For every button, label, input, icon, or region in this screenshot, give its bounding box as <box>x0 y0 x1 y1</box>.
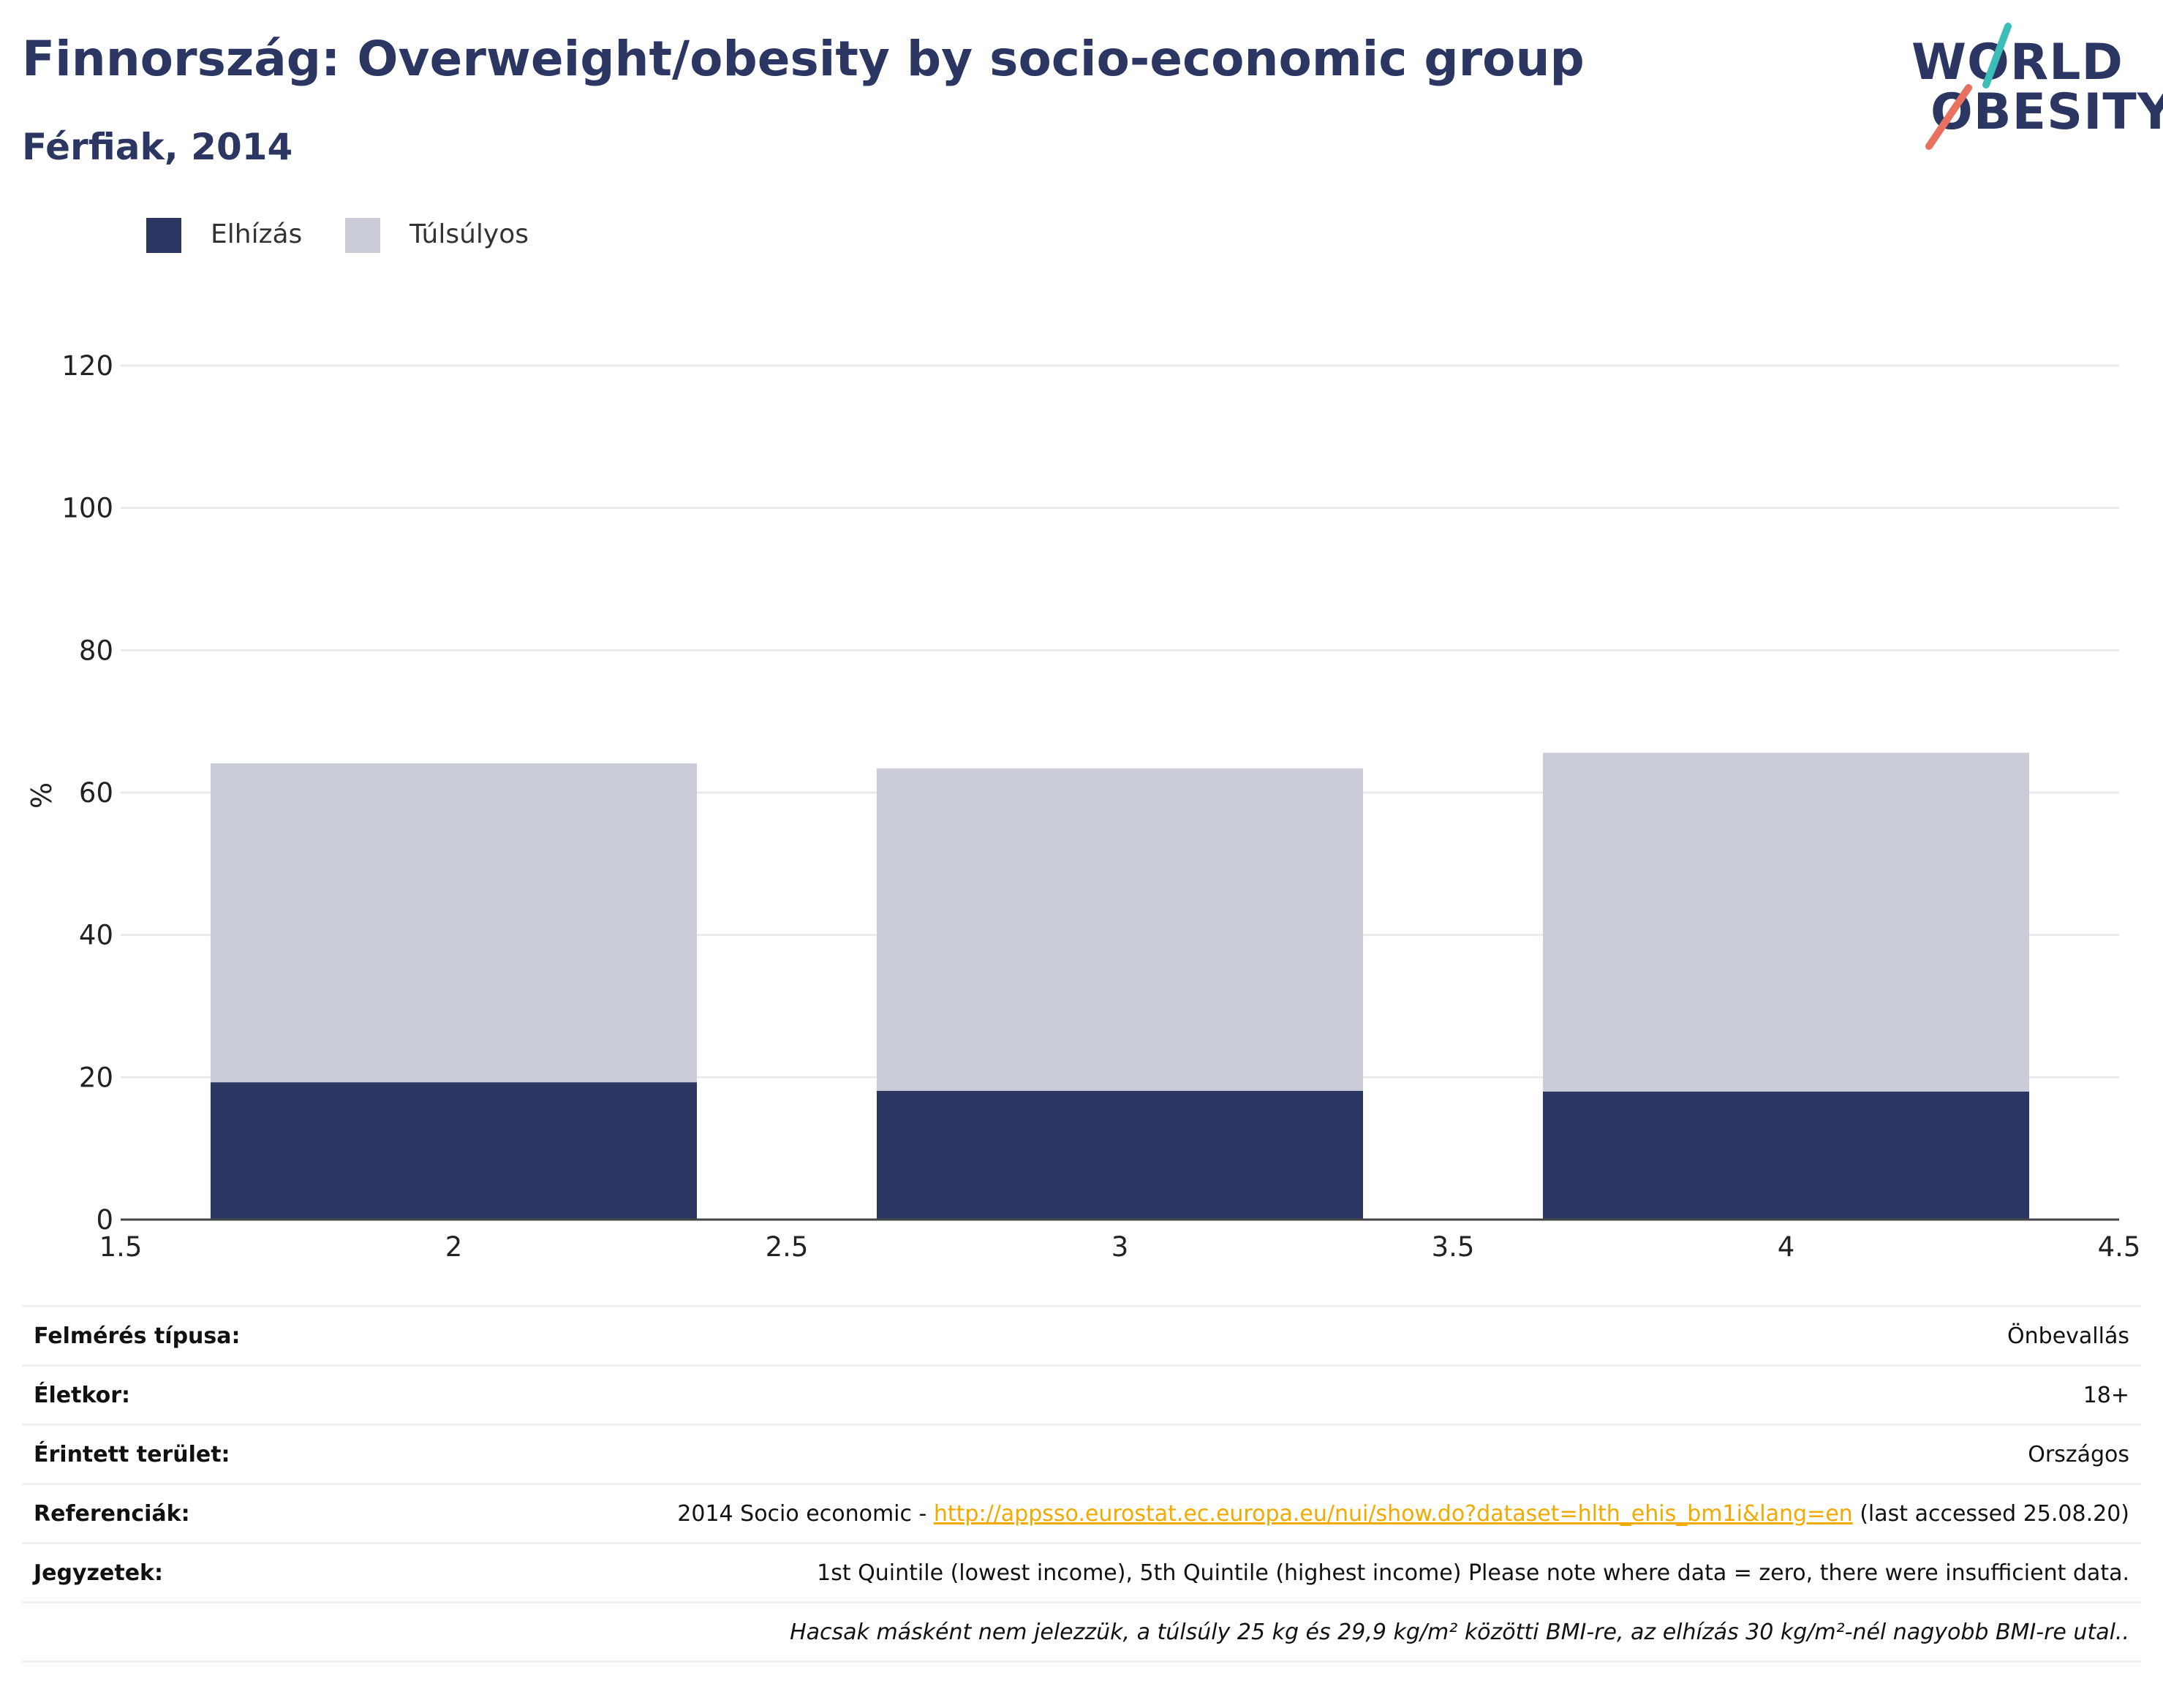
info-value: Országos <box>2028 1442 2129 1467</box>
info-value: 1st Quintile (lowest income), 5th Quinti… <box>817 1560 2129 1586</box>
world-obesity-logo: WORLD OBESITY <box>1901 18 2163 156</box>
logo-slash-icon <box>1925 23 2012 150</box>
info-label: Életkor: <box>34 1383 131 1408</box>
x-tick-label: 2 <box>445 1231 463 1263</box>
bar-tulsulyos[interactable] <box>1542 752 2030 1092</box>
y-tick-label: 60 <box>79 777 113 809</box>
logo-line-2: OBESITY <box>1930 83 2163 141</box>
bar-tulsulyos[interactable] <box>876 768 1364 1091</box>
x-tick-label: 4 <box>1778 1231 1795 1263</box>
x-tick-label: 1.5 <box>99 1231 143 1263</box>
info-value: Önbevallás <box>2007 1323 2129 1349</box>
y-tick-label: 0 <box>96 1204 113 1236</box>
info-row-references: Referenciák: 2014 Socio economic - http:… <box>22 1483 2141 1542</box>
bar-elhizas[interactable] <box>1542 1091 2030 1220</box>
x-tick-label: 3.5 <box>1432 1231 1475 1263</box>
y-tick-label: 120 <box>61 350 113 382</box>
chart-title: Finnország: Overweight/obesity by socio-… <box>22 31 1585 87</box>
y-axis-title: % <box>26 782 58 809</box>
metadata-table: Felmérés típusa: Önbevallás Életkor: 18+… <box>22 1305 2141 1663</box>
legend-label-elhizas: Elhízás <box>211 219 303 249</box>
y-tick-label: 80 <box>79 635 113 666</box>
legend-label-tulsulyos: Túlsúlyos <box>409 219 529 249</box>
y-tick-label: 40 <box>79 920 113 951</box>
info-row-definition: Hacsak másként nem jelezzük, a túlsúly 2… <box>22 1601 2141 1663</box>
x-tick-label: 4.5 <box>2098 1231 2141 1263</box>
axes: 0 20 40 60 80 100 120 1.5 2 2.5 3 3.5 4 4.5% <box>26 350 2140 1263</box>
logo-line-1: WORLD <box>1911 34 2124 91</box>
y-tick-label: 20 <box>79 1062 113 1093</box>
reference-link[interactable]: http://appsso.eurostat.ec.europa.eu/nui/… <box>933 1501 1853 1527</box>
bar-elhizas[interactable] <box>876 1090 1364 1220</box>
reference-suffix: (last accessed 25.08.20) <box>1852 1501 2129 1527</box>
info-row-survey-type: Felmérés típusa: Önbevallás <box>22 1305 2141 1364</box>
stacked-bar-chart: 0 20 40 60 80 100 120 1.5 2 2.5 3 3.5 4 4.5% <box>26 350 2140 1263</box>
y-tick-label: 100 <box>61 493 113 524</box>
legend-swatch-elhizas <box>146 218 181 253</box>
bars <box>210 752 2030 1220</box>
info-value: 18+ <box>2083 1383 2129 1408</box>
x-tick-label: 2.5 <box>766 1231 809 1263</box>
chart-subtitle: Férfiak, 2014 <box>22 126 293 168</box>
legend-swatch-tulsulyos <box>345 218 380 253</box>
bar-tulsulyos[interactable] <box>210 763 698 1083</box>
info-row-area: Érintett terület: Országos <box>22 1424 2141 1483</box>
info-label: Jegyzetek: <box>34 1560 163 1586</box>
x-tick-label: 3 <box>1111 1231 1129 1263</box>
bar-elhizas[interactable] <box>210 1082 698 1220</box>
info-row-age: Életkor: 18+ <box>22 1364 2141 1424</box>
info-value: 2014 Socio economic - http://appsso.euro… <box>677 1501 2129 1527</box>
info-label: Felmérés típusa: <box>34 1323 241 1349</box>
reference-prefix: 2014 Socio economic - <box>677 1501 934 1527</box>
info-label: Referenciák: <box>34 1501 190 1527</box>
info-label: Érintett terület: <box>34 1442 230 1467</box>
info-row-notes: Jegyzetek: 1st Quintile (lowest income),… <box>22 1542 2141 1601</box>
info-value: Hacsak másként nem jelezzük, a túlsúly 2… <box>790 1620 2129 1645</box>
